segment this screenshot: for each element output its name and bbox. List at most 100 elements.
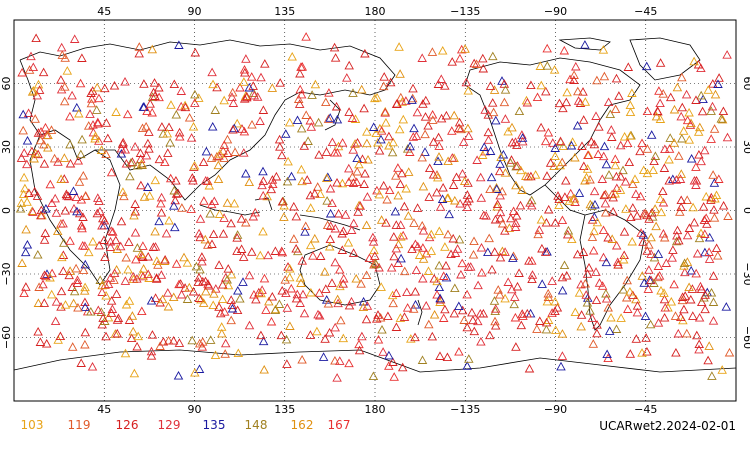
station-marker — [570, 197, 580, 206]
station-marker — [605, 109, 616, 119]
station-marker — [86, 98, 97, 108]
station-marker — [521, 171, 531, 180]
station-marker — [187, 173, 198, 182]
station-marker — [397, 97, 407, 106]
station-marker — [32, 90, 43, 100]
station-marker — [18, 125, 28, 135]
station-marker — [195, 214, 206, 223]
station-marker — [573, 96, 584, 105]
station-marker — [27, 146, 37, 156]
station-marker — [576, 321, 586, 331]
station-marker — [710, 89, 721, 99]
station-marker — [643, 284, 654, 293]
station-marker — [86, 88, 96, 97]
station-marker — [163, 335, 174, 345]
station-marker — [217, 279, 228, 289]
station-marker — [704, 247, 714, 256]
station-marker — [174, 279, 184, 289]
station-marker — [717, 365, 727, 374]
station-marker — [346, 225, 357, 234]
station-marker — [412, 107, 423, 117]
station-marker — [235, 82, 245, 92]
station-marker — [296, 278, 306, 287]
station-marker — [541, 324, 552, 334]
station-marker — [307, 90, 317, 99]
station-marker — [488, 51, 498, 61]
station-marker — [443, 229, 453, 239]
station-marker — [670, 311, 681, 320]
station-marker — [601, 288, 611, 298]
station-marker — [138, 241, 148, 250]
station-marker — [132, 341, 142, 351]
station-marker — [353, 207, 363, 216]
station-marker — [40, 228, 51, 238]
station-marker — [640, 208, 651, 218]
station-marker — [396, 92, 406, 102]
station-marker — [197, 256, 207, 266]
station-marker — [201, 146, 212, 156]
station-marker — [351, 273, 361, 283]
station-marker — [205, 335, 216, 344]
station-marker — [244, 177, 255, 187]
station-marker — [156, 270, 167, 279]
station-marker — [373, 137, 383, 147]
station-marker — [424, 319, 434, 329]
station-marker — [423, 120, 433, 130]
station-marker — [584, 262, 594, 272]
station-marker — [510, 137, 521, 146]
station-marker — [57, 50, 68, 59]
station-marker — [207, 67, 217, 77]
station-marker — [468, 249, 479, 259]
station-marker — [327, 278, 337, 287]
station-marker — [491, 115, 501, 125]
station-marker — [129, 210, 139, 220]
station-marker — [78, 265, 89, 275]
station-marker — [402, 303, 413, 312]
station-marker — [553, 191, 563, 200]
station-marker — [314, 310, 325, 320]
station-marker — [143, 269, 153, 279]
station-marker — [101, 149, 111, 159]
station-marker — [97, 280, 107, 290]
station-marker — [214, 302, 224, 311]
station-marker — [636, 228, 646, 237]
station-marker — [363, 154, 373, 164]
station-marker — [646, 275, 656, 285]
station-marker — [165, 137, 175, 147]
station-marker — [72, 275, 83, 284]
station-marker — [601, 293, 612, 303]
station-marker — [418, 273, 428, 283]
station-marker — [361, 314, 372, 324]
station-marker — [228, 124, 238, 134]
station-marker — [356, 84, 367, 94]
station-marker — [371, 128, 381, 138]
station-marker — [257, 180, 267, 190]
station-marker — [582, 297, 593, 307]
station-marker — [655, 98, 665, 108]
station-marker — [41, 271, 51, 281]
station-marker — [258, 226, 268, 236]
station-marker — [267, 291, 278, 301]
station-marker — [296, 164, 307, 174]
station-marker — [494, 166, 505, 176]
station-marker — [490, 304, 501, 313]
station-marker — [653, 272, 663, 282]
station-marker — [395, 179, 406, 189]
station-marker — [500, 114, 511, 123]
station-marker — [393, 239, 404, 249]
station-marker — [347, 113, 358, 122]
station-marker — [179, 252, 189, 262]
station-marker — [157, 294, 168, 304]
station-marker — [65, 139, 75, 149]
station-marker — [39, 270, 50, 280]
station-marker — [332, 114, 343, 124]
station-marker — [155, 341, 165, 350]
station-marker — [679, 304, 689, 314]
station-marker — [206, 199, 217, 209]
station-marker — [47, 198, 57, 208]
station-marker — [477, 150, 488, 159]
top-longitude-ticks: 45 90 135 180 −135 −90 −45 — [97, 5, 657, 18]
bottom-tick-label: 135 — [274, 403, 295, 416]
station-marker — [606, 125, 617, 134]
